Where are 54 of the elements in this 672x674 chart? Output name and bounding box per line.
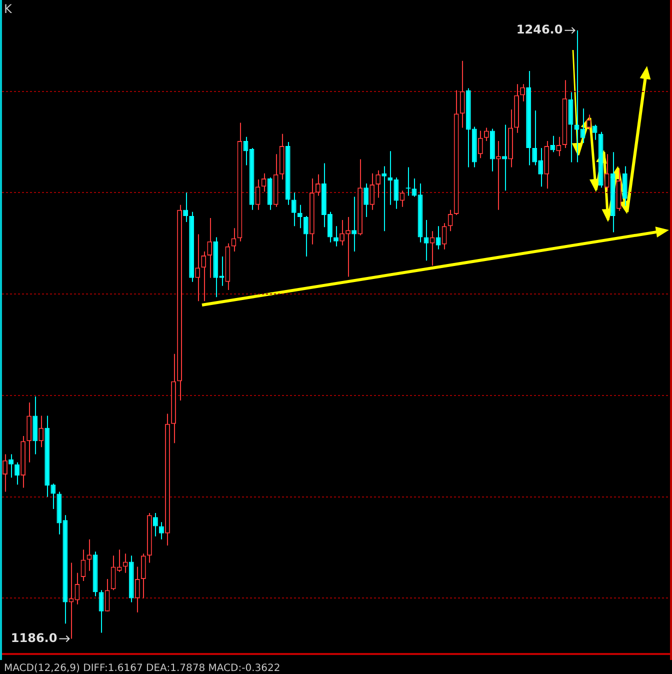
candlestick bbox=[32, 396, 38, 455]
candlestick bbox=[315, 174, 320, 196]
candlestick bbox=[201, 250, 206, 302]
candlestick bbox=[297, 204, 302, 229]
annotation: 1246.0 bbox=[516, 22, 563, 37]
candlestick bbox=[159, 522, 164, 540]
candlestick bbox=[152, 512, 158, 537]
candlestick bbox=[14, 462, 20, 486]
candlestick bbox=[38, 415, 44, 448]
text: MACD(12,26,9) DIFF:1.6167 DEA:1.7878 MACD:-0.3622 bbox=[4, 663, 280, 674]
candlestick bbox=[140, 553, 146, 599]
candlestick bbox=[364, 183, 369, 218]
candlestick bbox=[568, 92, 574, 163]
candlestick bbox=[98, 590, 104, 634]
candlestick bbox=[460, 60, 465, 128]
candlestick bbox=[231, 228, 236, 252]
candlestick bbox=[261, 172, 266, 192]
candlestick bbox=[104, 578, 110, 612]
candlestick bbox=[496, 140, 501, 210]
candlestick bbox=[436, 226, 441, 250]
candlestick bbox=[484, 127, 489, 142]
candlestick bbox=[400, 190, 405, 208]
candlestick bbox=[442, 222, 447, 250]
candlestick bbox=[502, 124, 507, 192]
candlestick bbox=[376, 170, 381, 198]
candlestick bbox=[352, 196, 357, 252]
candlestick bbox=[592, 124, 598, 140]
chart-title: K bbox=[4, 2, 12, 16]
candlestick bbox=[550, 135, 556, 153]
candlestick bbox=[183, 192, 188, 223]
candlestick bbox=[604, 154, 610, 192]
candlestick bbox=[556, 136, 562, 157]
candlestick bbox=[291, 192, 296, 227]
candlestick bbox=[430, 230, 435, 266]
candlestick bbox=[303, 215, 308, 258]
candlestick bbox=[346, 216, 351, 278]
candlestick bbox=[122, 553, 128, 574]
candlestick bbox=[195, 234, 200, 302]
candlestick bbox=[334, 226, 338, 247]
candlestick bbox=[622, 166, 628, 206]
candlestick bbox=[340, 220, 344, 246]
candlestick bbox=[8, 454, 14, 478]
candlestick bbox=[382, 166, 387, 232]
candlestick bbox=[26, 402, 32, 463]
candlestick bbox=[370, 172, 375, 210]
candlestick bbox=[2, 454, 8, 492]
candlestick bbox=[448, 209, 453, 232]
candlestick bbox=[520, 84, 526, 102]
annotation: 1186.0 bbox=[10, 630, 58, 645]
candlestick bbox=[586, 114, 592, 130]
candlestick bbox=[134, 566, 140, 613]
candlestick bbox=[328, 211, 332, 243]
candlestick bbox=[478, 130, 483, 159]
candlestick bbox=[207, 218, 212, 278]
